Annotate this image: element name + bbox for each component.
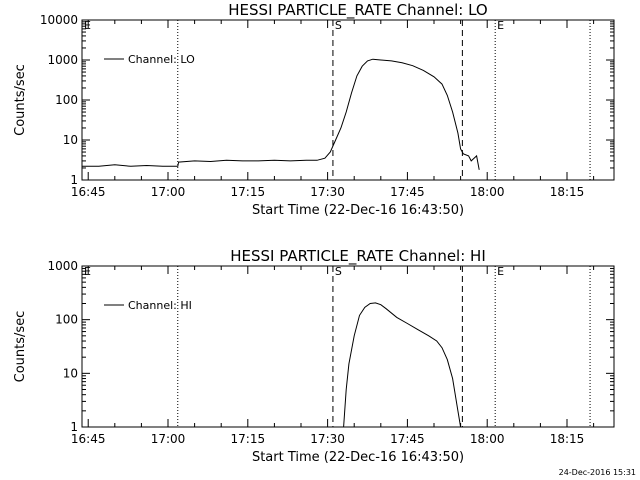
x-tick-label: 17:15 — [231, 185, 266, 199]
marker-label: E — [497, 19, 504, 32]
x-tick-label: 17:45 — [390, 432, 425, 446]
marker-label: E — [497, 265, 504, 278]
chart-title: HESSI PARTICLE_RATE Channel: HI — [230, 247, 486, 266]
y-tick-label: 1000 — [47, 259, 78, 273]
x-tick-label: 16:45 — [71, 185, 106, 199]
plot-frame — [81, 19, 615, 181]
y-tick-label: 1 — [70, 173, 78, 187]
series-line-channello — [82, 58, 480, 170]
x-tick-label: 18:15 — [550, 185, 585, 199]
x-axis-label: Start Time (22-Dec-16 16:43:50) — [252, 450, 464, 465]
y-tick-label: 1 — [70, 420, 78, 434]
x-tick-label: 17:30 — [310, 432, 345, 446]
marker-label: E — [84, 265, 91, 278]
x-tick-label: 17:00 — [151, 432, 186, 446]
x-tick-label: 17:15 — [231, 432, 266, 446]
marker-label: E — [84, 19, 91, 32]
marker-label: S — [335, 19, 342, 32]
series-line-channelhi — [343, 302, 462, 428]
legend-entry: Channel: LO — [128, 53, 195, 66]
marker-label: S — [335, 265, 342, 278]
x-tick-label: 16:45 — [71, 432, 106, 446]
y-tick-label: 10 — [63, 133, 78, 147]
x-tick-label: 18:00 — [470, 185, 505, 199]
x-tick-label: 17:00 — [151, 185, 186, 199]
y-tick-label: 10 — [63, 366, 78, 380]
legend-entry: Channel: HI — [128, 299, 192, 312]
y-tick-label: 100 — [55, 93, 78, 107]
plot-frame — [81, 265, 615, 428]
y-axis-label: Counts/sec — [13, 64, 28, 136]
y-tick-label: 100 — [55, 313, 78, 327]
x-tick-label: 18:15 — [550, 432, 585, 446]
footer-timestamp: 24-Dec-2016 15:31 — [559, 468, 636, 477]
x-axis-label: Start Time (22-Dec-16 16:43:50) — [252, 203, 464, 218]
x-tick-label: 18:00 — [470, 432, 505, 446]
y-axis-label: Counts/sec — [13, 311, 28, 383]
y-tick-label: 1000 — [47, 53, 78, 67]
panel-2: HESSI PARTICLE_RATE Channel: HI Start Tim… — [13, 247, 615, 465]
panel-1: HESSI PARTICLE_RATE Channel: LO Start Tim… — [13, 1, 615, 218]
chart-title: HESSI PARTICLE_RATE Channel: LO — [228, 1, 487, 20]
y-tick-label: 10000 — [40, 13, 78, 27]
x-tick-label: 17:30 — [310, 185, 345, 199]
x-tick-label: 17:45 — [390, 185, 425, 199]
